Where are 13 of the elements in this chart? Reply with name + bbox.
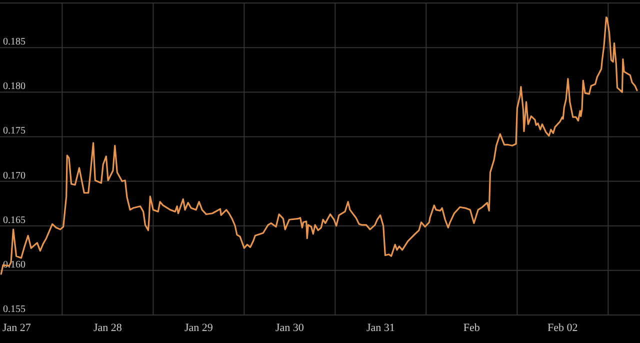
y-tick-label: 0.185	[3, 36, 26, 48]
x-tick-label: Feb 02	[548, 322, 578, 334]
x-tick-label: Jan 29	[184, 322, 214, 334]
x-tick-label: Jan 28	[93, 322, 122, 334]
y-tick-label: 0.165	[3, 214, 26, 226]
x-tick-label: Jan 30	[275, 322, 304, 334]
y-tick-label: 0.180	[3, 81, 26, 92]
x-tick-label: Jan 31	[366, 322, 395, 334]
x-tick-label: Feb	[463, 322, 480, 334]
x-tick-label: Jan 27	[2, 322, 32, 334]
y-tick-label: 0.175	[3, 126, 26, 137]
y-tick-label: 0.155	[3, 304, 26, 315]
y-tick-label: 0.170	[3, 170, 26, 182]
